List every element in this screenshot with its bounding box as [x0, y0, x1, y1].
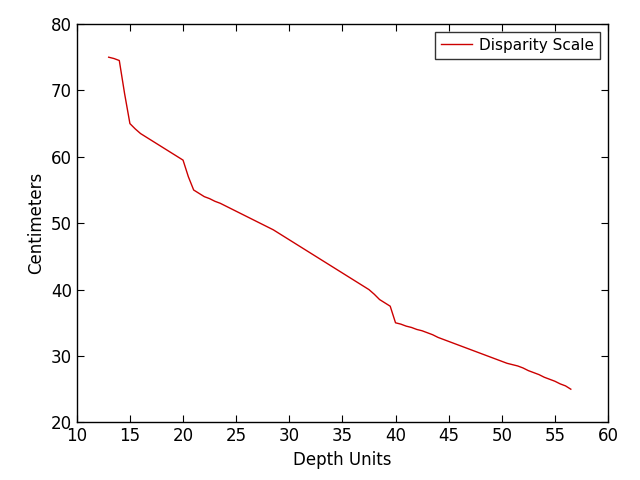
Y-axis label: Centimeters: Centimeters — [28, 172, 45, 275]
X-axis label: Depth Units: Depth Units — [293, 451, 392, 469]
Legend: Disparity Scale: Disparity Scale — [435, 32, 600, 59]
